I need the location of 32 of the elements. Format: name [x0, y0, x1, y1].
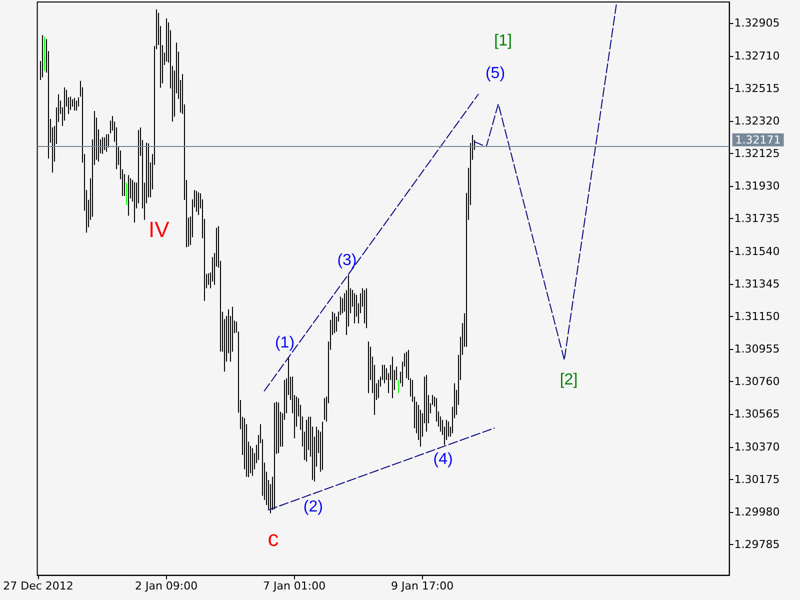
y-tick-label: 1.30370 [734, 440, 780, 454]
y-tick-label: 1.32710 [734, 49, 780, 62]
annotation: (1) [274, 334, 295, 352]
y-tick-label: 1.29785 [734, 538, 780, 552]
annotation: (2) [303, 498, 323, 516]
x-tick-label: 9 Jan 17:00 [390, 579, 454, 592]
y-tick-label: 1.30565 [734, 408, 780, 421]
x-tick-label: 7 Jan 01:00 [262, 579, 326, 592]
y-tick-label: 1.30175 [734, 472, 780, 486]
x-tick-label: 27 Dec 2012 [3, 579, 74, 592]
y-tick-label: 1.31150 [734, 310, 780, 323]
y-tick-label: 1.30760 [734, 375, 780, 388]
annotation: (5) [485, 65, 506, 82]
y-tick-label: 1.32320 [734, 114, 780, 128]
annotation: (3) [337, 252, 357, 269]
x-tick-label: 2 Jan 09:00 [134, 579, 198, 592]
y-tick-label: 1.32905 [734, 16, 780, 30]
annotation: [1] [494, 32, 512, 50]
y-tick-label: 1.31540 [734, 244, 780, 258]
y-tick-label: 1.31930 [734, 180, 780, 193]
y-tick-label: 1.31735 [734, 212, 780, 226]
annotation: IV [148, 216, 170, 242]
y-tick-label: 1.30955 [734, 342, 780, 356]
y-tick-label: 1.32515 [734, 82, 780, 95]
y-tick-label: 1.32125 [734, 147, 780, 160]
line-series [474, 4, 617, 360]
ref-line-label: 1.32171 [735, 133, 781, 146]
annotation: (4) [433, 450, 453, 468]
annotation: c [268, 526, 279, 551]
y-tick-label: 1.31345 [734, 277, 780, 290]
annotation: [2] [560, 371, 578, 388]
y-tick-label: 1.29980 [734, 505, 780, 518]
